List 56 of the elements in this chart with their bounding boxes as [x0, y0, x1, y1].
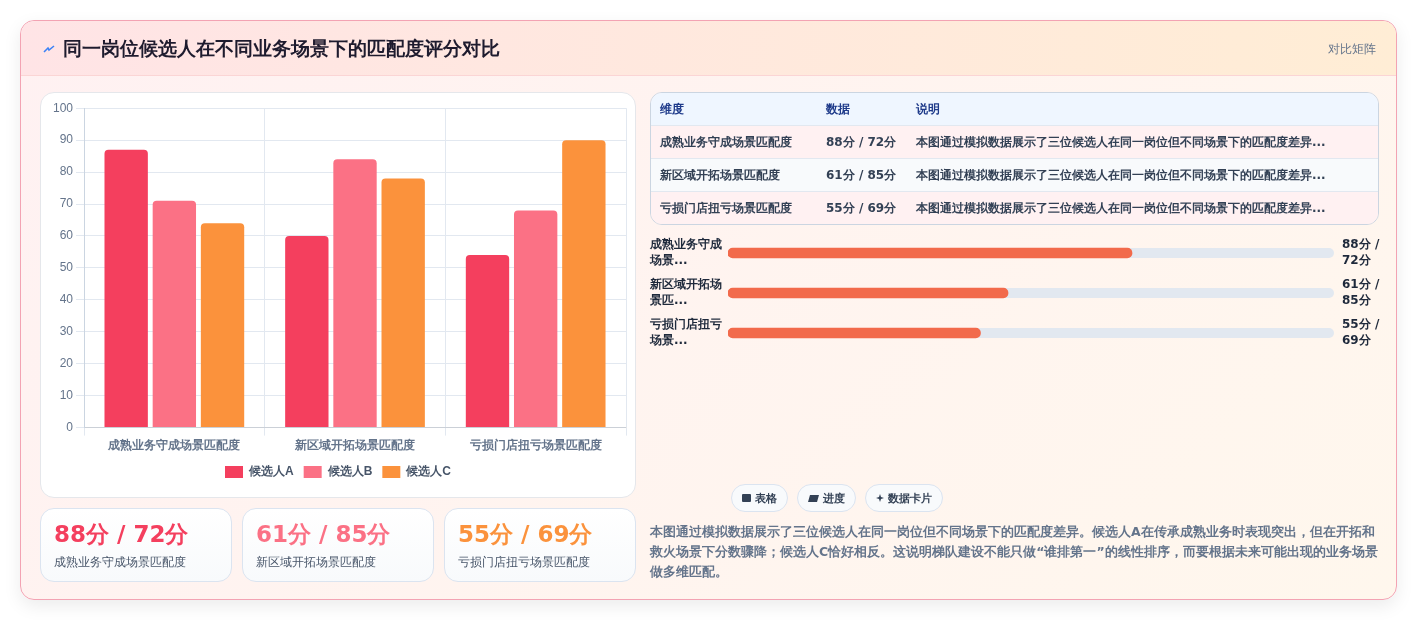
- text: 成熟业务守成场景匹配度: [659, 133, 793, 151]
- text: 61分 / 85分: [256, 520, 391, 549]
- legend-label: 候选人A: [248, 464, 294, 479]
- text: 55分 / 69分: [458, 520, 593, 549]
- bar: [104, 149, 148, 428]
- bar: [333, 159, 377, 428]
- data-label: 61分 / 85分: [1342, 277, 1380, 308]
- category-label: 新区域开拓场景匹配度: [256, 554, 376, 571]
- y-tick-label: 70: [59, 196, 74, 211]
- x-tick-label: 亏损门店扭亏场景匹配度: [468, 438, 602, 453]
- x-tick-label: 成熟业务守成场景匹配度: [107, 438, 241, 453]
- y-tick-label: 10: [59, 387, 74, 402]
- category-label: 数据卡片: [888, 490, 932, 506]
- text: 数据: [826, 100, 851, 118]
- bar: [381, 178, 425, 428]
- bar: [513, 210, 558, 428]
- y-tick-label: 60: [59, 228, 74, 243]
- bar: [200, 223, 245, 428]
- text: 本图通过模拟数据展示了三位候选人在同一岗位但不同场景下的匹配度差异...: [916, 133, 1327, 151]
- category-label: 亏损门店扭亏场景...: [650, 317, 722, 348]
- bar: [465, 255, 510, 428]
- category-label: 亏损门店扭亏场景匹配度: [458, 554, 590, 571]
- category-label: 表格: [755, 490, 777, 506]
- y-tick-label: 20: [59, 356, 74, 371]
- data-label: 55分 / 69分: [1342, 317, 1380, 348]
- text: 本图通过模拟数据展示了三位候选人在同一岗位但不同场景下的匹配度差异...: [916, 166, 1327, 184]
- category-label: 成熟业务守成场景匹配度: [54, 554, 186, 571]
- text: 亏损门店扭亏场景匹配度: [659, 199, 793, 217]
- text: 对比矩阵: [1328, 41, 1376, 58]
- category-label: 成熟业务守成场景...: [650, 237, 722, 268]
- y-tick-label: 100: [52, 100, 74, 115]
- bar: [152, 200, 197, 428]
- category-label: 新区域开拓场景匹...: [650, 277, 722, 308]
- data-label: 88分 / 72分: [1342, 237, 1380, 268]
- legend-label: 候选人B: [326, 464, 373, 479]
- bar: [562, 140, 606, 428]
- y-tick-label: 50: [59, 260, 74, 275]
- y-tick-label: 30: [59, 324, 74, 339]
- category-label: 进度: [823, 490, 845, 506]
- text: 维度: [659, 100, 685, 118]
- legend-label: 候选人C: [405, 464, 452, 479]
- y-tick-label: 40: [59, 292, 74, 307]
- y-tick-label: 80: [59, 164, 74, 179]
- y-tick-label: 90: [59, 132, 74, 147]
- text: 说明: [916, 100, 941, 118]
- text: 本图通过模拟数据展示了三位候选人在同一岗位但不同场景下的匹配度差异...: [916, 199, 1327, 217]
- x-tick-label: 新区域开拓场景匹配度: [294, 438, 416, 453]
- text: 同一岗位候选人在不同业务场景下的匹配度评分对比: [63, 36, 500, 61]
- text: 55分 / 69分: [826, 199, 898, 217]
- text: 新区域开拓场景匹配度: [659, 166, 781, 184]
- text: 88分 / 72分: [54, 520, 189, 549]
- bar: [285, 235, 329, 428]
- text: 88分 / 72分: [826, 133, 898, 151]
- text: 本图通过模拟数据展示了三位候选人在同一岗位但不同场景下的匹配度差异。候选人A在传承成熟业务时表现突出，但在开拓和救火场景下分数骤降；候选人C恰好相反。这说明梯队建设不能只做“谁排第一”的线性排序，而要根据未来可能出现的业务场景做多维匹配。: [650, 523, 1379, 581]
- y-tick-label: 0: [66, 419, 74, 434]
- text: 61分 / 85分: [826, 166, 898, 184]
